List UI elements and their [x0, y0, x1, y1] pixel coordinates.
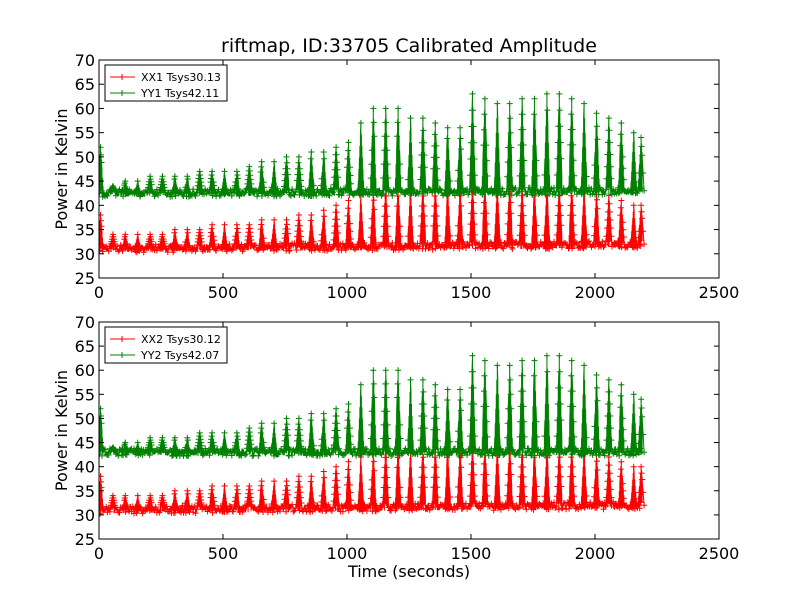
top-plot-panel: 0 500 1000 1500 2000 2500 25 30 35 40 45 50 55 60 65 70…: [52, 51, 739, 302]
series-markers: [99, 178, 648, 256]
y-tick-label: 65: [75, 75, 95, 94]
y-tick-label: 35: [75, 221, 95, 240]
y-tick-label: 45: [75, 434, 95, 453]
series-markers: [99, 90, 648, 200]
x-tick-label: 0: [94, 544, 104, 563]
series-markers: [99, 439, 648, 517]
series-yy1: [99, 90, 648, 200]
legend-label: YY1 Tsys42.11: [140, 87, 219, 100]
x-tick-label: 1000: [327, 544, 368, 563]
series-xx2: [99, 439, 648, 517]
plot-area: [99, 90, 648, 256]
y-axis-label: Power in Kelvin: [52, 370, 71, 491]
legend-marker: [119, 74, 125, 80]
y-tick-label: 55: [75, 385, 95, 404]
y-tick-label: 60: [75, 361, 95, 380]
x-tick-label: 500: [208, 544, 239, 563]
x-tick-label: 500: [208, 283, 239, 302]
legend: XX1 Tsys30.13 YY1 Tsys42.11: [104, 64, 228, 102]
axes-frame: [98, 59, 720, 279]
y-tick-label: 45: [75, 172, 95, 191]
series-xx1: [99, 178, 648, 256]
series-markers: [99, 352, 648, 459]
legend-label: XX2 Tsys30.12: [141, 333, 221, 346]
bottom-plot-panel: 0 500 1000 1500 2000 2500 25 30 35 40 45 50 55 60 65 70…: [52, 313, 739, 581]
y-tick-label: 25: [75, 530, 95, 549]
y-axis-label: Power in Kelvin: [52, 108, 71, 229]
y-tick-label: 65: [75, 337, 95, 356]
x-tick-label: 2500: [699, 544, 740, 563]
y-tick-label: 40: [75, 196, 95, 215]
legend-label: YY2 Tsys42.07: [140, 349, 219, 362]
legend-box: [104, 326, 228, 364]
legend-marker: [119, 90, 125, 96]
x-tick-label: 1000: [327, 283, 368, 302]
y-tick-label: 60: [75, 99, 95, 118]
x-tick-label: 2000: [575, 283, 616, 302]
legend: XX2 Tsys30.12 YY2 Tsys42.07: [104, 326, 228, 364]
series-yy2: [99, 352, 648, 459]
y-tick-label: 55: [75, 124, 95, 143]
y-tick-label: 25: [75, 269, 95, 288]
plot-area: [99, 352, 648, 517]
x-tick-label: 1500: [451, 283, 492, 302]
y-tick-label: 35: [75, 482, 95, 501]
x-tick-label: 1500: [451, 544, 492, 563]
x-tick-label: 0: [94, 283, 104, 302]
y-tick-label: 30: [75, 245, 95, 264]
y-tick-label: 50: [75, 148, 95, 167]
axes-frame: [98, 321, 720, 540]
y-tick-label: 40: [75, 458, 95, 477]
legend-box: [104, 64, 228, 102]
legend-marker: [119, 336, 125, 342]
y-tick-label: 50: [75, 409, 95, 428]
y-tick-label: 70: [75, 51, 95, 70]
chart-title: riftmap, ID:33705 Calibrated Amplitude: [221, 35, 597, 57]
y-tick-label: 70: [75, 313, 95, 332]
x-axis-label: Time (seconds): [347, 562, 470, 581]
x-tick-label: 2500: [699, 283, 740, 302]
legend-marker: [119, 352, 125, 358]
legend-label: XX1 Tsys30.13: [141, 71, 221, 84]
y-tick-label: 30: [75, 506, 95, 525]
x-tick-label: 2000: [575, 544, 616, 563]
